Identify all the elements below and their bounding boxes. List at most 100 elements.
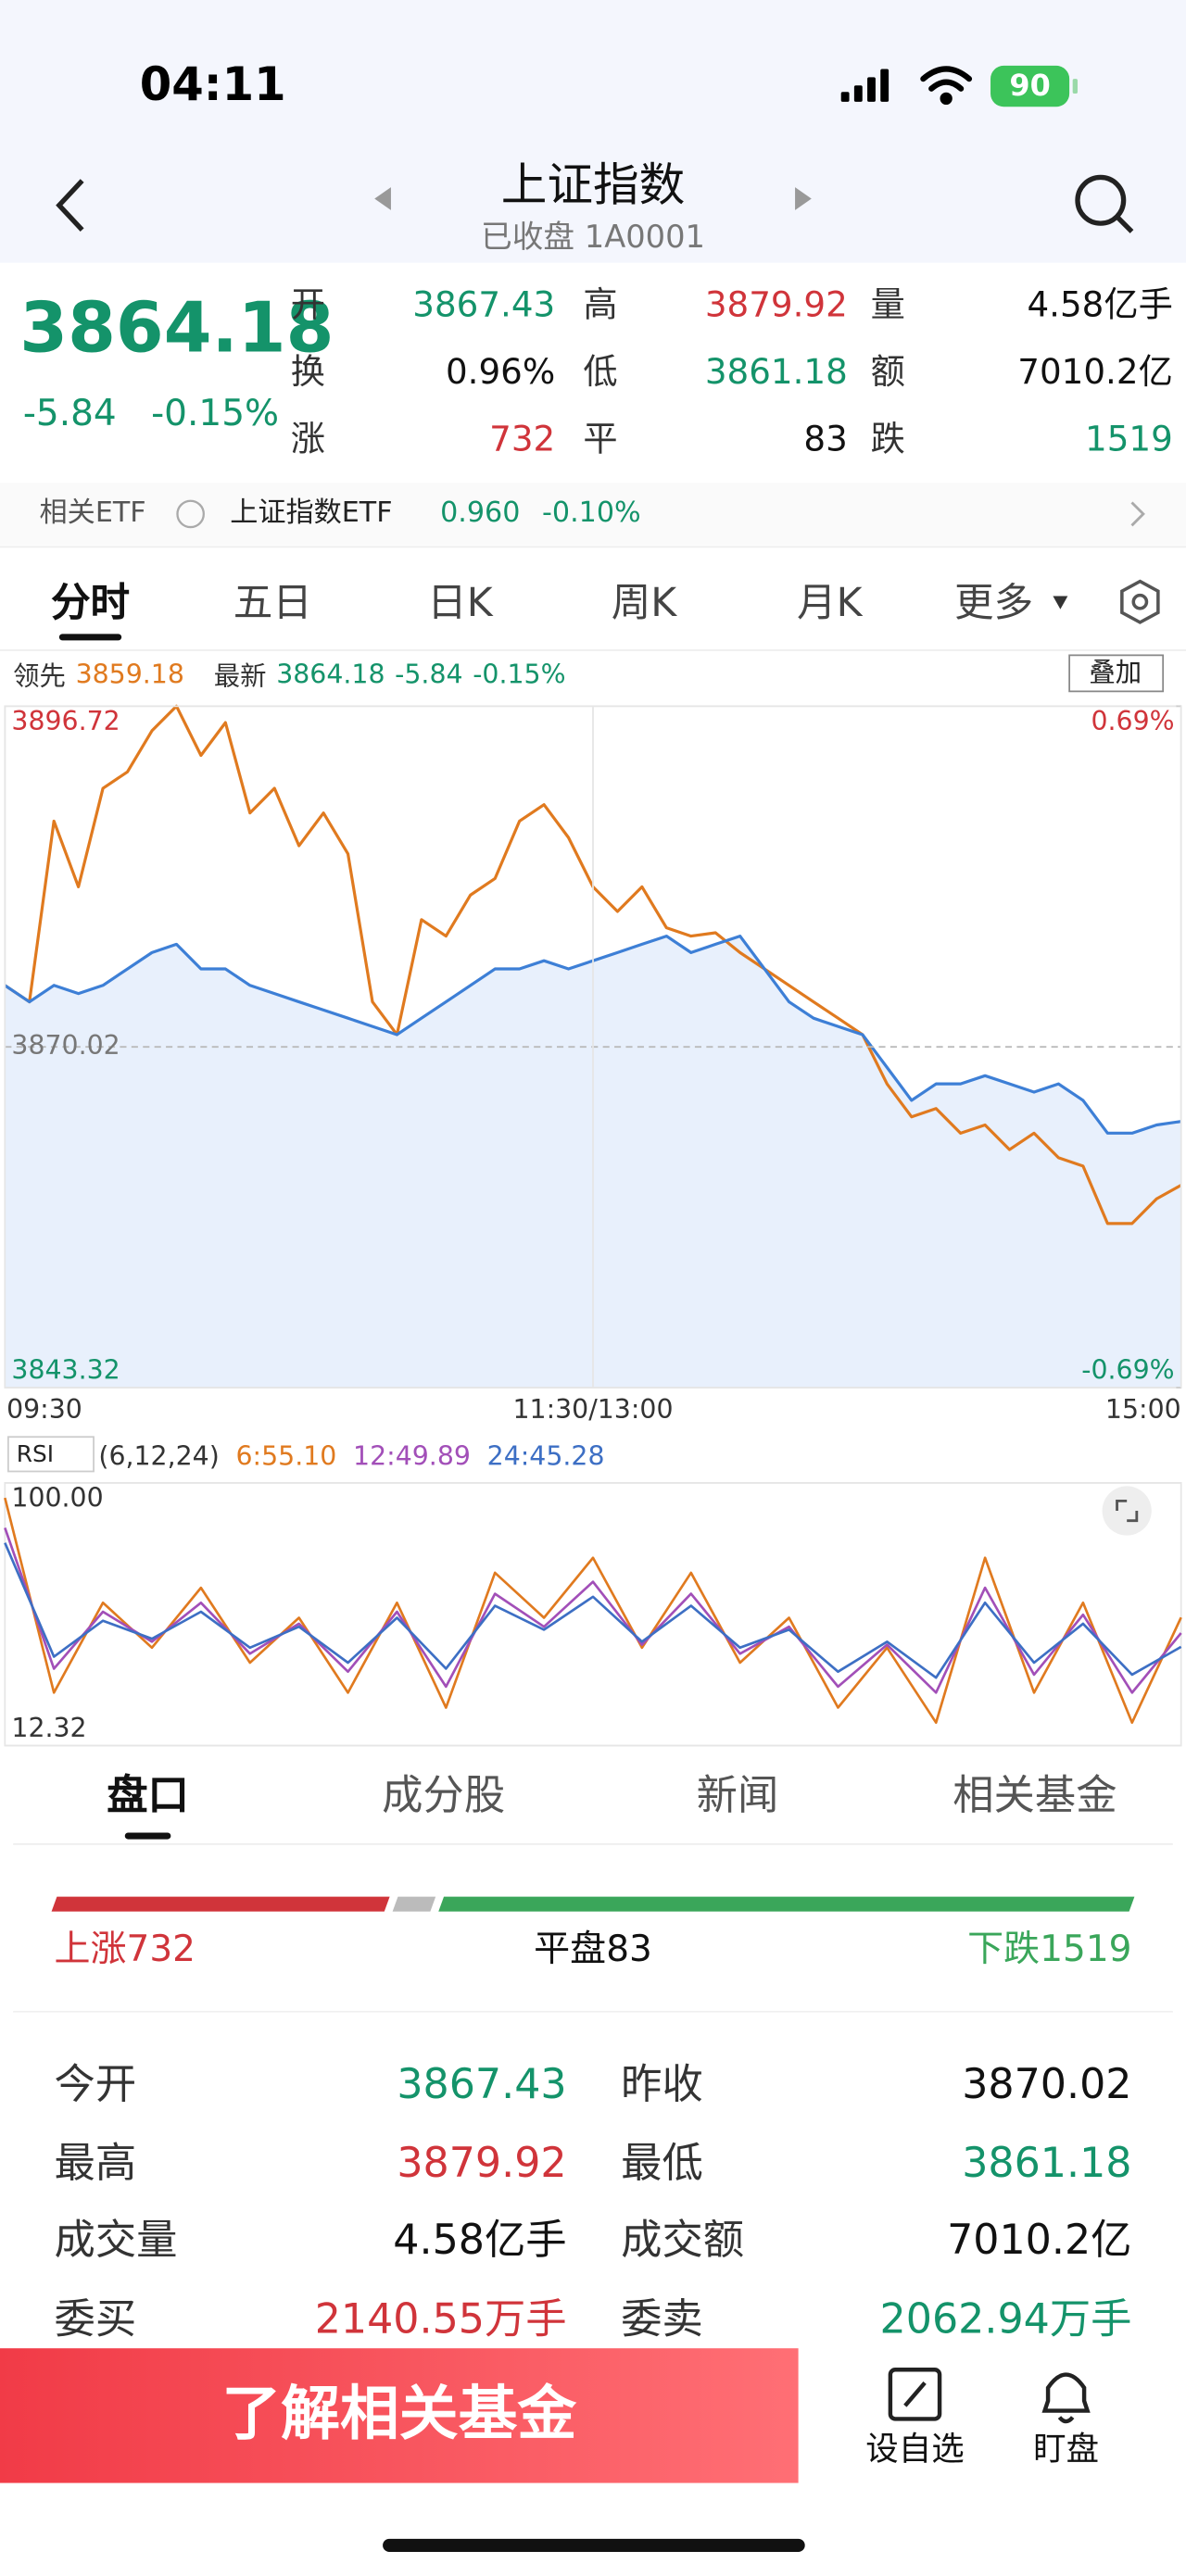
detail-tab[interactable]: 盘口 bbox=[107, 1771, 189, 1819]
search-button[interactable] bbox=[1075, 174, 1134, 233]
stat-value: 3879.92 bbox=[704, 284, 848, 325]
etf-name[interactable]: 上证指数ETF bbox=[230, 496, 393, 530]
signal-icon bbox=[840, 69, 890, 102]
prev-arrow[interactable] bbox=[374, 187, 391, 210]
legend-value: 3859.18 bbox=[75, 658, 184, 689]
chart-tab[interactable]: 月K bbox=[797, 579, 863, 626]
next-arrow[interactable] bbox=[795, 187, 812, 210]
monitor-icon[interactable] bbox=[1041, 2372, 1091, 2424]
legend-value: -0.15% bbox=[473, 658, 566, 689]
y-tick-label: 3896.72 bbox=[11, 706, 120, 736]
breadth-label: 下跌1519 bbox=[967, 1932, 1131, 1969]
indicator-name: RSI bbox=[16, 1441, 55, 1468]
y2-tick-label: 0.69% bbox=[1091, 706, 1174, 736]
detail-label: 昨收 bbox=[621, 2060, 703, 2108]
chart-tab[interactable]: 周K bbox=[611, 579, 677, 626]
wifi-icon bbox=[920, 66, 973, 106]
etf-price: 0.960 bbox=[440, 496, 521, 530]
breadth-count: 1519 bbox=[1040, 1929, 1132, 1971]
legend-name: 最新 bbox=[213, 660, 267, 692]
detail-label: 最低 bbox=[621, 2139, 703, 2187]
detail-tab[interactable]: 相关基金 bbox=[953, 1771, 1117, 1819]
detail-tab[interactable]: 成分股 bbox=[382, 1771, 506, 1819]
cta-button[interactable] bbox=[0, 2348, 799, 2483]
detail-label: 成交量 bbox=[54, 2216, 178, 2264]
breadth-bar bbox=[438, 1896, 1135, 1912]
indicator-params: (6,12,24) bbox=[98, 1439, 220, 1471]
plot bbox=[4, 1497, 1182, 1725]
back-button[interactable] bbox=[56, 179, 84, 232]
stat-label: 开 bbox=[290, 284, 326, 325]
stat-label: 平 bbox=[583, 419, 618, 459]
page-subtitle: 已收盘 1A0001 bbox=[481, 219, 705, 256]
detail-value: 4.58亿手 bbox=[393, 2216, 567, 2264]
breadth-bar bbox=[392, 1896, 436, 1912]
settings-button[interactable] bbox=[1120, 579, 1160, 624]
breadth-count: 732 bbox=[126, 1929, 196, 1971]
etf-chevron[interactable] bbox=[1130, 501, 1145, 527]
stat-value: 3867.43 bbox=[412, 284, 556, 325]
chart-tab[interactable]: 更多 bbox=[954, 579, 1034, 626]
watchlist-label[interactable]: 设自选 bbox=[865, 2429, 965, 2469]
x-tick-label: 11:30/13:00 bbox=[512, 1394, 673, 1425]
etf-background bbox=[0, 483, 1186, 546]
legend-name: 24:45.28 bbox=[486, 1439, 605, 1471]
stat-label: 量 bbox=[870, 284, 905, 325]
header-background bbox=[0, 0, 1186, 263]
x-tick-label: 09:30 bbox=[6, 1394, 82, 1425]
stat-label: 额 bbox=[870, 352, 905, 392]
stat-value: 7010.2亿 bbox=[1017, 352, 1173, 392]
y2-tick-label: -0.69% bbox=[1081, 1354, 1174, 1385]
detail-label: 今开 bbox=[54, 2060, 137, 2108]
battery-tip bbox=[1072, 79, 1078, 94]
detail-value: 2140.55万手 bbox=[314, 2294, 567, 2343]
legend-value: 3864.18 bbox=[276, 658, 385, 689]
legend-name: 6:55.10 bbox=[235, 1439, 337, 1471]
tab-underline bbox=[58, 634, 122, 641]
stat-value: 732 bbox=[489, 419, 556, 459]
stat-value: 83 bbox=[803, 419, 848, 459]
stat-value: 0.96% bbox=[445, 352, 556, 392]
overlay-button[interactable]: 叠加 bbox=[1089, 657, 1142, 688]
chart-legend: 领先 3859.18 最新 3864.18 -5.84 -0.15% bbox=[13, 657, 566, 691]
stat-value: 1519 bbox=[1085, 419, 1173, 459]
battery-icon bbox=[990, 65, 1070, 107]
legend-name: 12:49.89 bbox=[353, 1439, 471, 1471]
stat-label: 低 bbox=[583, 352, 618, 392]
rsi-legend: RSI (6,12,24) 6:55.10 12:49.89 24:45.28 bbox=[17, 1439, 605, 1471]
cta-label[interactable]: 了解相关基金 bbox=[221, 2381, 577, 2449]
stat-label: 高 bbox=[583, 284, 618, 325]
detail-value: 3870.02 bbox=[962, 2060, 1132, 2108]
chart-tab[interactable]: 分时 bbox=[50, 579, 131, 626]
etf-change: -0.10% bbox=[542, 496, 641, 530]
breadth-label: 上涨732 bbox=[55, 1932, 196, 1969]
index-change-pct: -0.15% bbox=[151, 394, 280, 435]
x-tick-label: 15:00 bbox=[1105, 1394, 1181, 1425]
detail-tab[interactable]: 新闻 bbox=[696, 1771, 779, 1819]
tab-underline bbox=[124, 1832, 171, 1840]
page-title: 上证指数 bbox=[500, 157, 686, 212]
indicator-select[interactable] bbox=[6, 1436, 95, 1473]
y-tick-label: 100.00 bbox=[11, 1483, 103, 1514]
battery-level: 90 bbox=[1009, 69, 1051, 104]
y-tick-label: 3843.32 bbox=[11, 1354, 120, 1385]
detail-value: 3879.92 bbox=[397, 2139, 567, 2187]
chart-tab[interactable]: 五日 bbox=[233, 579, 312, 626]
line bbox=[4, 1527, 1182, 1694]
breadth-bar bbox=[51, 1896, 390, 1912]
stat-label: 涨 bbox=[290, 419, 326, 459]
expand-button[interactable] bbox=[1102, 1486, 1152, 1536]
breadth-name: 平盘 bbox=[534, 1929, 607, 1971]
chart-tab[interactable]: 日K bbox=[427, 579, 493, 626]
watchlist-icon[interactable] bbox=[888, 2368, 942, 2421]
monitor-label[interactable]: 盯盘 bbox=[1033, 2429, 1100, 2469]
detail-label: 成交额 bbox=[621, 2216, 745, 2264]
overlay-button-box[interactable] bbox=[1068, 654, 1165, 693]
info-icon[interactable] bbox=[176, 499, 205, 529]
home-indicator bbox=[383, 2538, 805, 2553]
line bbox=[4, 1497, 1182, 1725]
index-change: -5.84 bbox=[22, 394, 117, 435]
line bbox=[4, 1542, 1182, 1679]
